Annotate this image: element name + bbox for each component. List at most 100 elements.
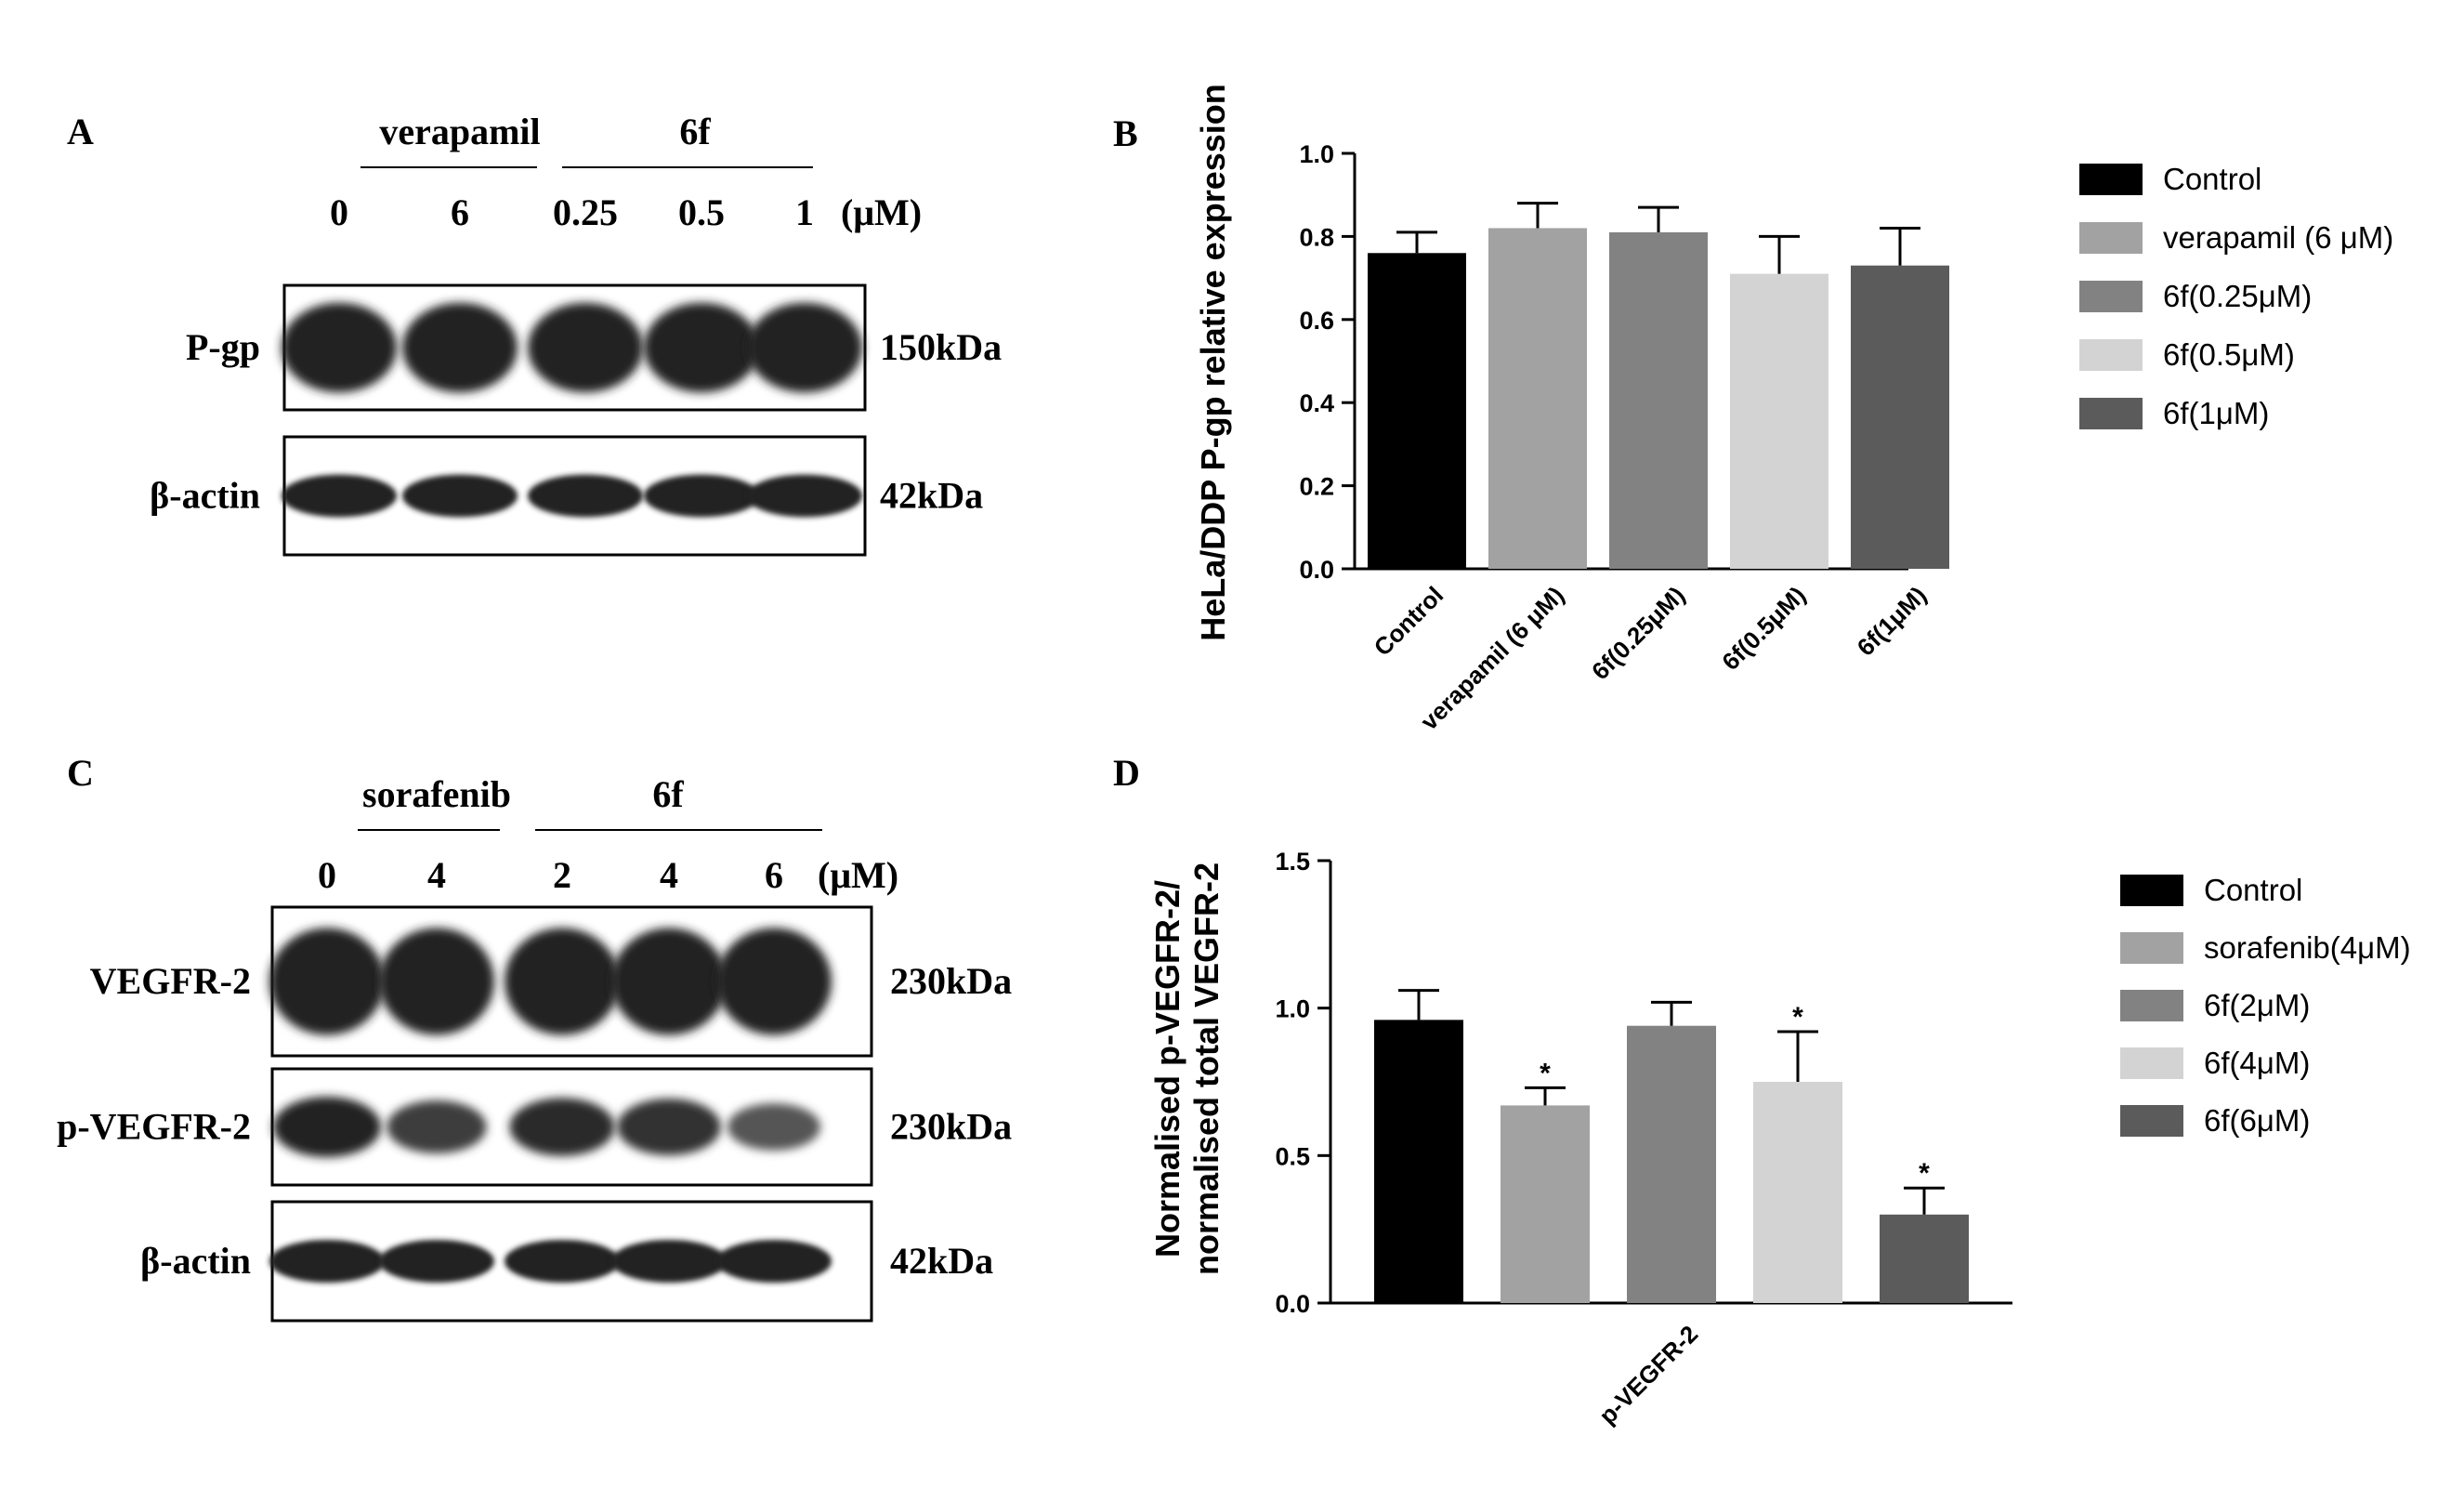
bar-verapamil-6-m (1488, 202, 1587, 569)
blot-actin: β-actin 42kDa (150, 435, 983, 557)
blot-p-gp: P-gp 150kDa (186, 283, 1002, 412)
significance-marker: * (1919, 1158, 1930, 1189)
bar-6f-4-m: * (1753, 1002, 1842, 1303)
bar-control (1374, 989, 1463, 1303)
legend: Control verapamil (6 μM) 6f(0.25μM) 6f(0.5μ… (2079, 162, 2393, 430)
band (402, 302, 518, 393)
band (387, 1099, 487, 1154)
protein-label: VEGFR-2 (90, 960, 251, 1002)
legend-item: 6f(6μM) (2120, 1103, 2310, 1138)
band (379, 1239, 494, 1284)
band (727, 1103, 821, 1151)
legend-swatch (2079, 281, 2143, 312)
band (282, 474, 397, 518)
blot-actin: β-actin 42kDa (140, 1200, 993, 1323)
molecular-weight-label: 42kDa (880, 475, 983, 517)
bar-rect (1609, 231, 1708, 569)
bar-6f-1-m (1851, 226, 1949, 569)
protein-label: P-gp (186, 326, 260, 368)
lane-concentration-label: 6 (451, 191, 469, 233)
legend-swatch (2120, 932, 2183, 964)
bar-rect (1880, 1214, 1969, 1303)
legend-label: 6f(1μM) (2163, 396, 2269, 430)
panel-letter: B (1113, 112, 1138, 154)
band (747, 474, 862, 518)
legend: Control sorafenib(4μM) 6f(2μM) 6f(4μM) 6f(6μ… (2120, 873, 2411, 1138)
legend-swatch (2079, 398, 2143, 429)
significance-marker: * (1540, 1058, 1551, 1088)
bar-sorafenib-4-m: * (1501, 1058, 1590, 1303)
legend-label: Control (2163, 162, 2261, 196)
y-tick-label: 0.5 (1275, 1142, 1310, 1170)
panel-b-chart: B 0.0 0.2 0.4 0.6 0.8 1.0 HeLa/DDP P-gp relativ… (1113, 84, 2393, 735)
bar-6f-0-25-m (1609, 205, 1708, 569)
panel-letter: A (67, 111, 94, 152)
band (644, 302, 759, 393)
band (379, 928, 494, 1035)
legend-swatch (2079, 339, 2143, 371)
bar-6f-2-m (1627, 1000, 1716, 1303)
y-tick-label: 0.4 (1299, 389, 1334, 417)
lane-concentration-label: 1 (795, 191, 814, 233)
blot-vegfr-2: VEGFR-2 230kDa (90, 905, 1012, 1058)
molecular-weight-label: 230kDa (890, 1106, 1012, 1148)
legend-swatch (2079, 164, 2143, 195)
legend-label: verapamil (6 μM) (2163, 220, 2393, 255)
bar-rect (1488, 228, 1587, 569)
bar-rect (1627, 1025, 1716, 1303)
y-axis-label-line: Normalised p-VEGFR-2/ (1148, 880, 1186, 1257)
y-tick-label: 0.0 (1299, 556, 1334, 584)
significance-marker: * (1792, 1002, 1803, 1033)
y-tick-label: 0.6 (1299, 307, 1334, 335)
y-axis-label: HeLa/DDP P-gp relative expression (1194, 84, 1232, 641)
bar-rect (1730, 273, 1828, 569)
lane-concentration-label: 4 (660, 854, 678, 896)
y-axis-label: Normalised p-VEGFR-2/normalised total VE… (1148, 862, 1225, 1275)
x-tick-label: p-VEGFR-2 (1593, 1320, 1703, 1429)
legend-label: 6f(4μM) (2204, 1046, 2310, 1080)
lane-concentration-label: 0.25 (553, 191, 618, 233)
band (269, 928, 385, 1035)
bar-rect (1851, 265, 1949, 569)
molecular-weight-label: 230kDa (890, 960, 1012, 1002)
legend-swatch (2079, 222, 2143, 254)
concentration-unit: (μM) (818, 854, 898, 896)
lane-concentration-label: 2 (553, 854, 571, 896)
molecular-weight-label: 150kDa (880, 326, 1002, 368)
bar-rect (1501, 1105, 1590, 1303)
y-axis-label-line: normalised total VEGFR-2 (1187, 862, 1225, 1275)
band (617, 1098, 721, 1156)
legend-label: Control (2204, 873, 2302, 907)
legend-label: 6f(0.5μM) (2163, 337, 2295, 372)
panel-letter: D (1113, 752, 1140, 794)
band (269, 1239, 385, 1284)
lane-concentration-label: 0 (318, 854, 336, 896)
legend-swatch (2120, 1105, 2183, 1137)
legend-swatch (2120, 1047, 2183, 1079)
legend-item: Control (2120, 873, 2302, 907)
legend-item: 6f(4μM) (2120, 1046, 2310, 1080)
x-tick-label: 6f(0.5μM) (1716, 581, 1811, 676)
legend-item: 6f(1μM) (2079, 396, 2269, 430)
protein-label: β-actin (140, 1240, 251, 1282)
lane-concentration-label: 4 (427, 854, 446, 896)
y-tick-label: 0.0 (1275, 1290, 1310, 1318)
bar-rect (1374, 1020, 1463, 1303)
bar-6f-0-5-m (1730, 234, 1828, 569)
band (402, 474, 518, 518)
band (611, 1239, 727, 1284)
legend-swatch (2120, 990, 2183, 1021)
band (528, 474, 643, 518)
band (716, 928, 832, 1035)
treatment-label-6f: 6f (652, 773, 684, 815)
panel-d-chart: D 0.0 0.5 1.0 1.5 Normalised p-VEGFR-2/normal… (1113, 752, 2411, 1429)
y-tick-label: 1.5 (1275, 848, 1310, 876)
lane-concentration-label: 0 (330, 191, 348, 233)
panel-letter: C (67, 752, 94, 794)
protein-label: p-VEGFR-2 (57, 1106, 251, 1148)
band (528, 302, 643, 393)
legend-item: sorafenib(4μM) (2120, 930, 2411, 965)
y-axis-label-line: HeLa/DDP P-gp relative expression (1194, 84, 1232, 641)
